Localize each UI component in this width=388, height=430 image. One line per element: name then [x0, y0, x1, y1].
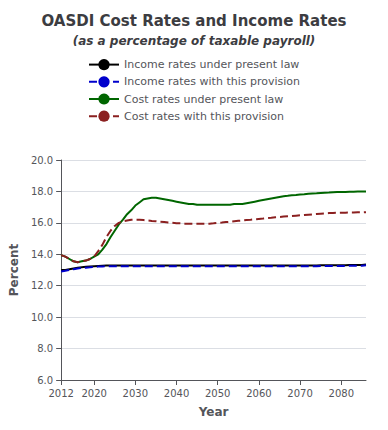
svg-text:(as a percentage of taxable pa: (as a percentage of taxable payroll) [73, 34, 316, 48]
svg-text:2040: 2040 [164, 388, 189, 399]
svg-text:Percent: Percent [7, 244, 21, 297]
svg-text:2020: 2020 [81, 388, 106, 399]
svg-text:12.0: 12.0 [31, 280, 53, 291]
svg-text:16.0: 16.0 [31, 217, 53, 228]
svg-text:2050: 2050 [205, 388, 230, 399]
svg-text:2012: 2012 [48, 388, 73, 399]
svg-text:6.0: 6.0 [37, 375, 53, 386]
svg-text:OASDI Cost Rates and Income Ra: OASDI Cost Rates and Income Rates [41, 12, 346, 30]
svg-text:8.0: 8.0 [37, 343, 53, 354]
svg-text:2070: 2070 [287, 388, 312, 399]
svg-text:Cost rates with this provision: Cost rates with this provision [124, 110, 284, 123]
svg-text:2080: 2080 [329, 388, 354, 399]
svg-text:2060: 2060 [246, 388, 271, 399]
svg-text:Cost rates under present law: Cost rates under present law [124, 93, 283, 106]
svg-text:Income rates under present law: Income rates under present law [124, 58, 299, 71]
svg-text:14.0: 14.0 [31, 249, 53, 260]
svg-text:Year: Year [198, 405, 229, 419]
svg-text:2030: 2030 [123, 388, 148, 399]
svg-text:20.0: 20.0 [31, 155, 53, 166]
svg-text:Income rates with this provisi: Income rates with this provision [124, 75, 300, 88]
svg-text:10.0: 10.0 [31, 312, 53, 323]
svg-text:18.0: 18.0 [31, 186, 53, 197]
